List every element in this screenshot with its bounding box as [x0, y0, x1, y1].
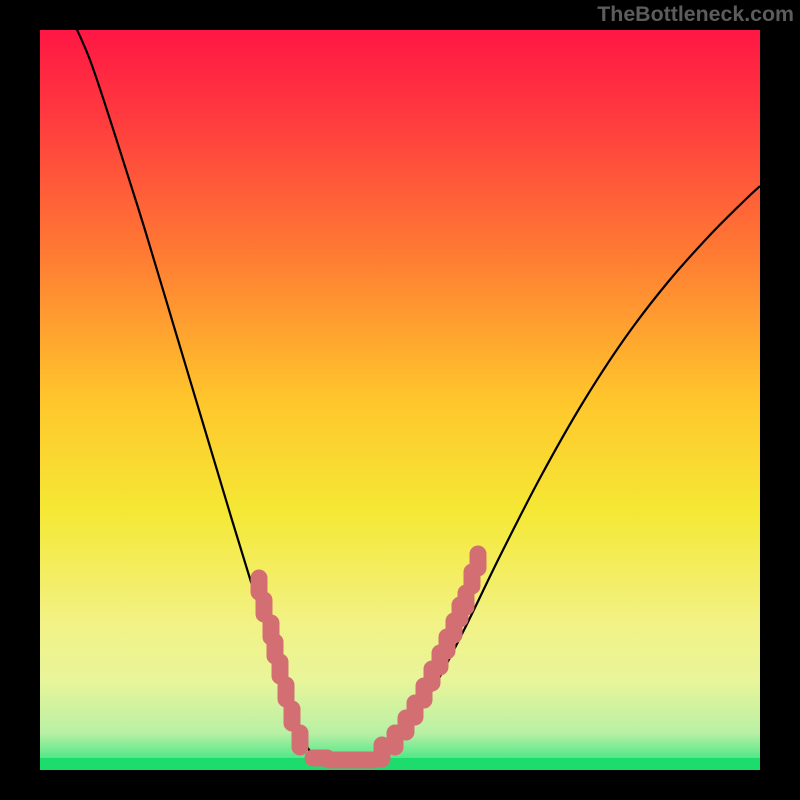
plot-background — [40, 30, 760, 770]
data-capsule — [292, 725, 308, 755]
green-band — [40, 758, 760, 770]
watermark-text: TheBottleneck.com — [597, 0, 800, 27]
bottleneck-chart — [0, 0, 800, 800]
chart-stage: TheBottleneck.com — [0, 0, 800, 800]
data-capsule — [470, 546, 486, 576]
